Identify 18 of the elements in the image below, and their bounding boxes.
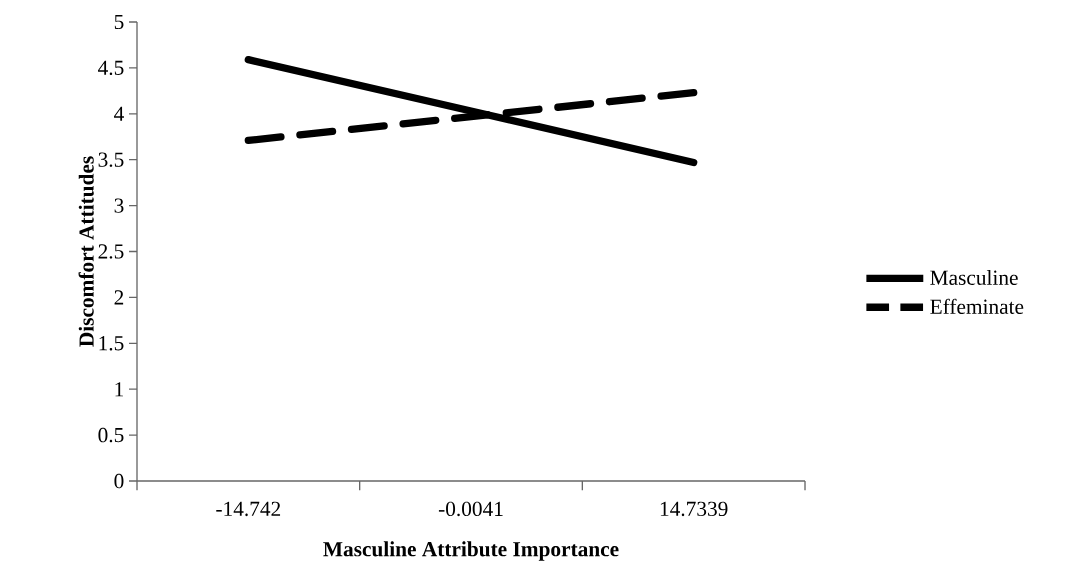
y-tick-label: 3.5: [98, 152, 124, 167]
x-tick-label: -14.742: [216, 501, 281, 517]
y-tick-label: 4.5: [98, 60, 124, 76]
y-tick-label: 0.5: [98, 427, 124, 443]
y-tick-label: 0: [114, 473, 124, 489]
legend-label: Masculine: [930, 269, 1018, 285]
x-tick-label: 14.7339: [660, 501, 728, 517]
y-tick-label: 4: [114, 106, 124, 121]
y-tick-label: 1.5: [99, 336, 124, 351]
legend-label: Effeminate: [930, 298, 1024, 314]
x-axis-title: Masculine Attribute Importance: [323, 541, 619, 561]
y-tick-label: 5: [114, 14, 124, 30]
y-tick-label: 2.5: [98, 244, 124, 259]
y-axis-title: Discomfort Attitudes: [78, 156, 94, 347]
y-tick-label: 3: [114, 198, 124, 213]
y-tick-label: 1: [115, 382, 124, 397]
x-tick-label: -0.0041: [438, 501, 503, 517]
y-tick-label: 2: [114, 290, 124, 305]
